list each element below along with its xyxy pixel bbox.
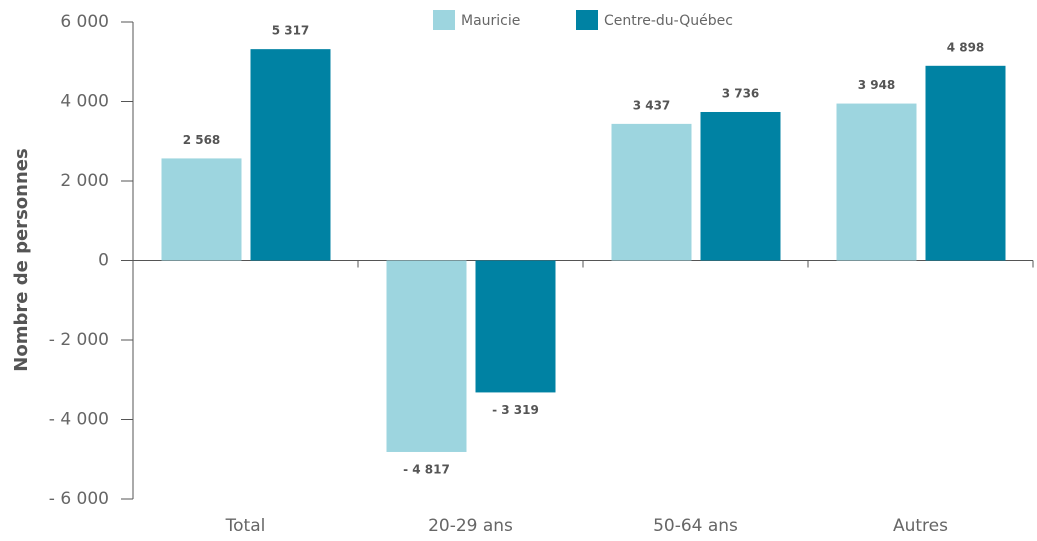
x-tick-label: Total xyxy=(225,516,266,536)
bar xyxy=(611,123,692,261)
legend-label: Mauricie xyxy=(461,13,520,29)
legend-label: Centre-du-Québec xyxy=(604,13,733,29)
value-label: - 4 817 xyxy=(403,462,450,476)
bar xyxy=(250,49,331,261)
y-tick-label: 0 xyxy=(98,251,109,271)
y-tick-label: - 6 000 xyxy=(49,489,109,509)
value-label: - 3 319 xyxy=(492,403,539,417)
bar xyxy=(836,103,917,261)
value-label: 3 948 xyxy=(858,78,896,92)
legend-swatch xyxy=(576,10,598,30)
value-label: 3 437 xyxy=(633,98,671,112)
y-tick-label: 2 000 xyxy=(60,171,109,191)
y-tick-label: - 2 000 xyxy=(49,330,109,350)
y-tick-label: 4 000 xyxy=(60,92,109,112)
value-label: 3 736 xyxy=(722,86,760,100)
y-axis-label: Nombre de personnes xyxy=(11,148,32,371)
x-tick-label: Autres xyxy=(893,516,948,536)
bar xyxy=(386,260,467,452)
legend-swatch xyxy=(433,10,455,30)
bar xyxy=(475,260,556,393)
value-label: 2 568 xyxy=(183,133,221,147)
y-tick-label: 6 000 xyxy=(60,12,109,32)
bar xyxy=(925,65,1006,261)
value-label: 5 317 xyxy=(272,24,310,38)
y-tick-label: - 4 000 xyxy=(49,410,109,430)
x-tick-label: 50-64 ans xyxy=(653,516,738,536)
bar xyxy=(700,111,781,261)
x-tick-label: 20-29 ans xyxy=(428,516,513,536)
bar xyxy=(161,158,242,261)
value-label: 4 898 xyxy=(947,40,985,54)
